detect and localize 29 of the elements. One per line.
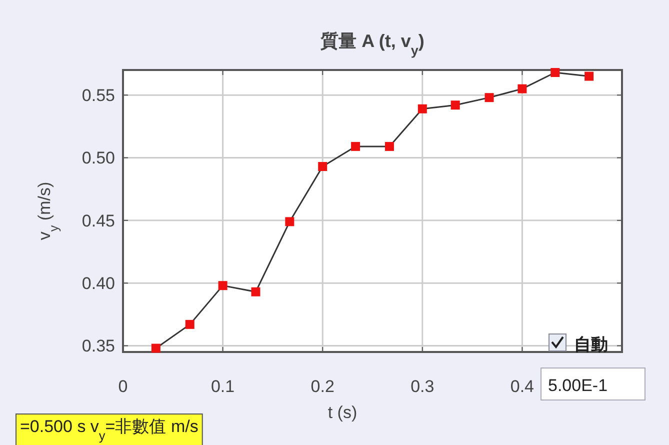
annotation: 自動 [574, 335, 608, 354]
point [384, 142, 394, 151]
x-tick-label: 0.4 [510, 377, 534, 396]
point [151, 344, 160, 353]
text: 5.00E-1 [548, 376, 608, 395]
point [218, 281, 228, 290]
point [418, 104, 427, 114]
point [550, 68, 560, 78]
point [484, 93, 494, 102]
point [450, 100, 460, 110]
y-tick-label: 0.55 [82, 86, 115, 106]
point [318, 162, 328, 172]
point [584, 72, 594, 81]
point [185, 320, 194, 329]
point [285, 217, 294, 226]
y-tick-label: 0.45 [82, 211, 115, 230]
y-tick-label: 0.35 [82, 336, 115, 356]
x-tick-label: 0.2 [310, 377, 334, 396]
point [251, 287, 260, 296]
x-tick-label: 0 [118, 377, 128, 396]
text: =0.500 s v$_{y}$=非數值 m/s [20, 417, 198, 442]
point [351, 142, 360, 151]
x-tick-label: 0.1 [210, 377, 235, 396]
y-tick-label: 0.50 [82, 148, 115, 168]
x-tick-label: 0.3 [410, 377, 434, 396]
y-tick-label: 0.40 [82, 274, 115, 294]
point [518, 84, 527, 94]
x-axis-title: t (s) [328, 403, 358, 422]
chart-title: 質量 A (t, v$_{y}$) [320, 31, 424, 58]
